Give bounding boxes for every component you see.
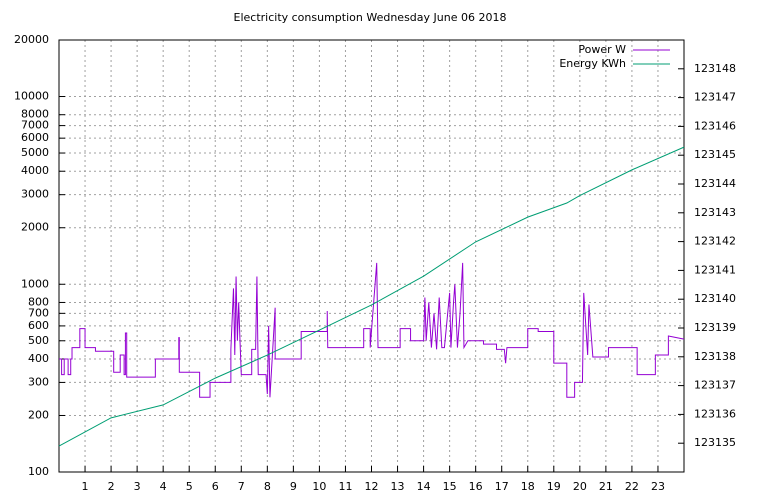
x-tick-label: 21 bbox=[599, 480, 613, 493]
y2-tick-label: 123137 bbox=[694, 379, 736, 392]
x-tick-label: 17 bbox=[495, 480, 509, 493]
x-tick-label: 7 bbox=[238, 480, 245, 493]
x-tick-label: 14 bbox=[417, 480, 431, 493]
y-tick-label: 20000 bbox=[14, 33, 49, 46]
y-tick-label: 200 bbox=[28, 408, 49, 421]
y2-tick-label: 123138 bbox=[694, 350, 736, 363]
series-line bbox=[59, 262, 685, 398]
y-tick-label: 10000 bbox=[14, 90, 49, 103]
y2-tick-label: 123144 bbox=[694, 177, 736, 190]
x-tick-label: 22 bbox=[625, 480, 639, 493]
plot-frame bbox=[58, 39, 685, 473]
x-tick-label: 13 bbox=[391, 480, 405, 493]
y-tick-label: 3000 bbox=[21, 188, 49, 201]
x-tick-label: 11 bbox=[338, 480, 352, 493]
y2-tick-label: 123146 bbox=[694, 119, 736, 132]
x-tick-label: 8 bbox=[264, 480, 271, 493]
y-tick-label: 500 bbox=[28, 334, 49, 347]
y-tick-label: 4000 bbox=[21, 164, 49, 177]
x-tick-label: 9 bbox=[290, 480, 297, 493]
x-tick-label: 10 bbox=[312, 480, 326, 493]
x-tick-label: 18 bbox=[521, 480, 535, 493]
chart-title: Electricity consumption Wednesday June 0… bbox=[234, 11, 507, 24]
y-tick-label: 600 bbox=[28, 319, 49, 332]
y-tick-label: 100 bbox=[28, 465, 49, 478]
y-tick-label: 8000 bbox=[21, 108, 49, 121]
x-tick-label: 6 bbox=[212, 480, 219, 493]
x-tick-label: 4 bbox=[160, 480, 167, 493]
y2-tick-label: 123139 bbox=[694, 321, 736, 334]
legend-label: Power W bbox=[578, 43, 626, 56]
x-tick-label: 23 bbox=[651, 480, 665, 493]
y-tick-label: 800 bbox=[28, 295, 49, 308]
y2-tick-label: 123147 bbox=[694, 91, 736, 104]
y2-tick-label: 123145 bbox=[694, 148, 736, 161]
y2-tick-label: 123143 bbox=[694, 206, 736, 219]
y2-tick-label: 123140 bbox=[694, 292, 736, 305]
y2-tick-label: 123141 bbox=[694, 263, 736, 276]
y2-tick-label: 123148 bbox=[694, 62, 736, 75]
series-line bbox=[58, 146, 685, 447]
y-tick-label: 700 bbox=[28, 306, 49, 319]
y-tick-label: 6000 bbox=[21, 131, 49, 144]
x-tick-label: 15 bbox=[443, 480, 457, 493]
x-tick-label: 20 bbox=[573, 480, 587, 493]
y-tick-label: 2000 bbox=[21, 221, 49, 234]
x-tick-label: 1 bbox=[82, 480, 89, 493]
y-tick-label: 300 bbox=[28, 375, 49, 388]
x-tick-label: 5 bbox=[186, 480, 193, 493]
y-tick-label: 5000 bbox=[21, 146, 49, 159]
x-tick-label: 12 bbox=[365, 480, 379, 493]
x-tick-label: 3 bbox=[134, 480, 141, 493]
x-tick-label: 19 bbox=[547, 480, 561, 493]
y-tick-label: 400 bbox=[28, 352, 49, 365]
y2-tick-label: 123142 bbox=[694, 235, 736, 248]
y2-tick-label: 123135 bbox=[694, 436, 736, 449]
y-tick-label: 1000 bbox=[21, 277, 49, 290]
y2-tick-label: 123136 bbox=[694, 407, 736, 420]
x-tick-label: 2 bbox=[108, 480, 115, 493]
y-tick-label: 7000 bbox=[21, 119, 49, 132]
x-tick-label: 16 bbox=[469, 480, 483, 493]
legend-label: Energy KWh bbox=[559, 57, 626, 70]
